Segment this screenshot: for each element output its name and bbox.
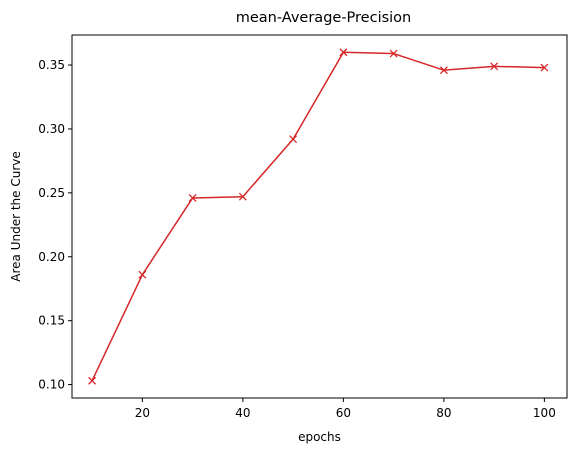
y-tick-label: 0.35 [38,58,65,72]
x-tick-label: 40 [235,406,250,420]
data-point-marker [439,66,448,75]
y-tick-label: 0.15 [38,314,65,328]
y-tick-label: 0.20 [38,250,65,264]
data-point-marker [138,270,147,279]
x-tick-label: 80 [436,406,451,420]
y-tick-label: 0.25 [38,186,65,200]
data-point-marker [289,135,298,144]
x-tick-label: 60 [336,406,351,420]
data-point-marker [88,376,97,385]
y-tick-label: 0.30 [38,122,65,136]
data-point-marker [339,48,348,57]
data-point-marker [238,192,247,201]
data-point-marker [490,62,499,71]
y-tick-label: 0.10 [38,378,65,392]
series-line [91,51,545,382]
data-point-marker [389,49,398,58]
x-tick-label: 100 [533,406,556,420]
plot-frame [71,34,568,399]
x-axis-label: epochs [298,430,341,444]
data-point-marker [188,194,197,202]
y-axis-label: Area Under the Curve [9,151,23,281]
x-tick-label: 20 [135,406,150,420]
y-axis-ticks: 0.10 0.15 0.20 0.25 0.30 0.35 [38,58,72,392]
plot-series [88,48,549,385]
chart-title: mean-Average-Precision [236,10,412,26]
x-axis-ticks: 20 40 60 80 100 [135,398,556,420]
data-point-marker [540,63,549,72]
